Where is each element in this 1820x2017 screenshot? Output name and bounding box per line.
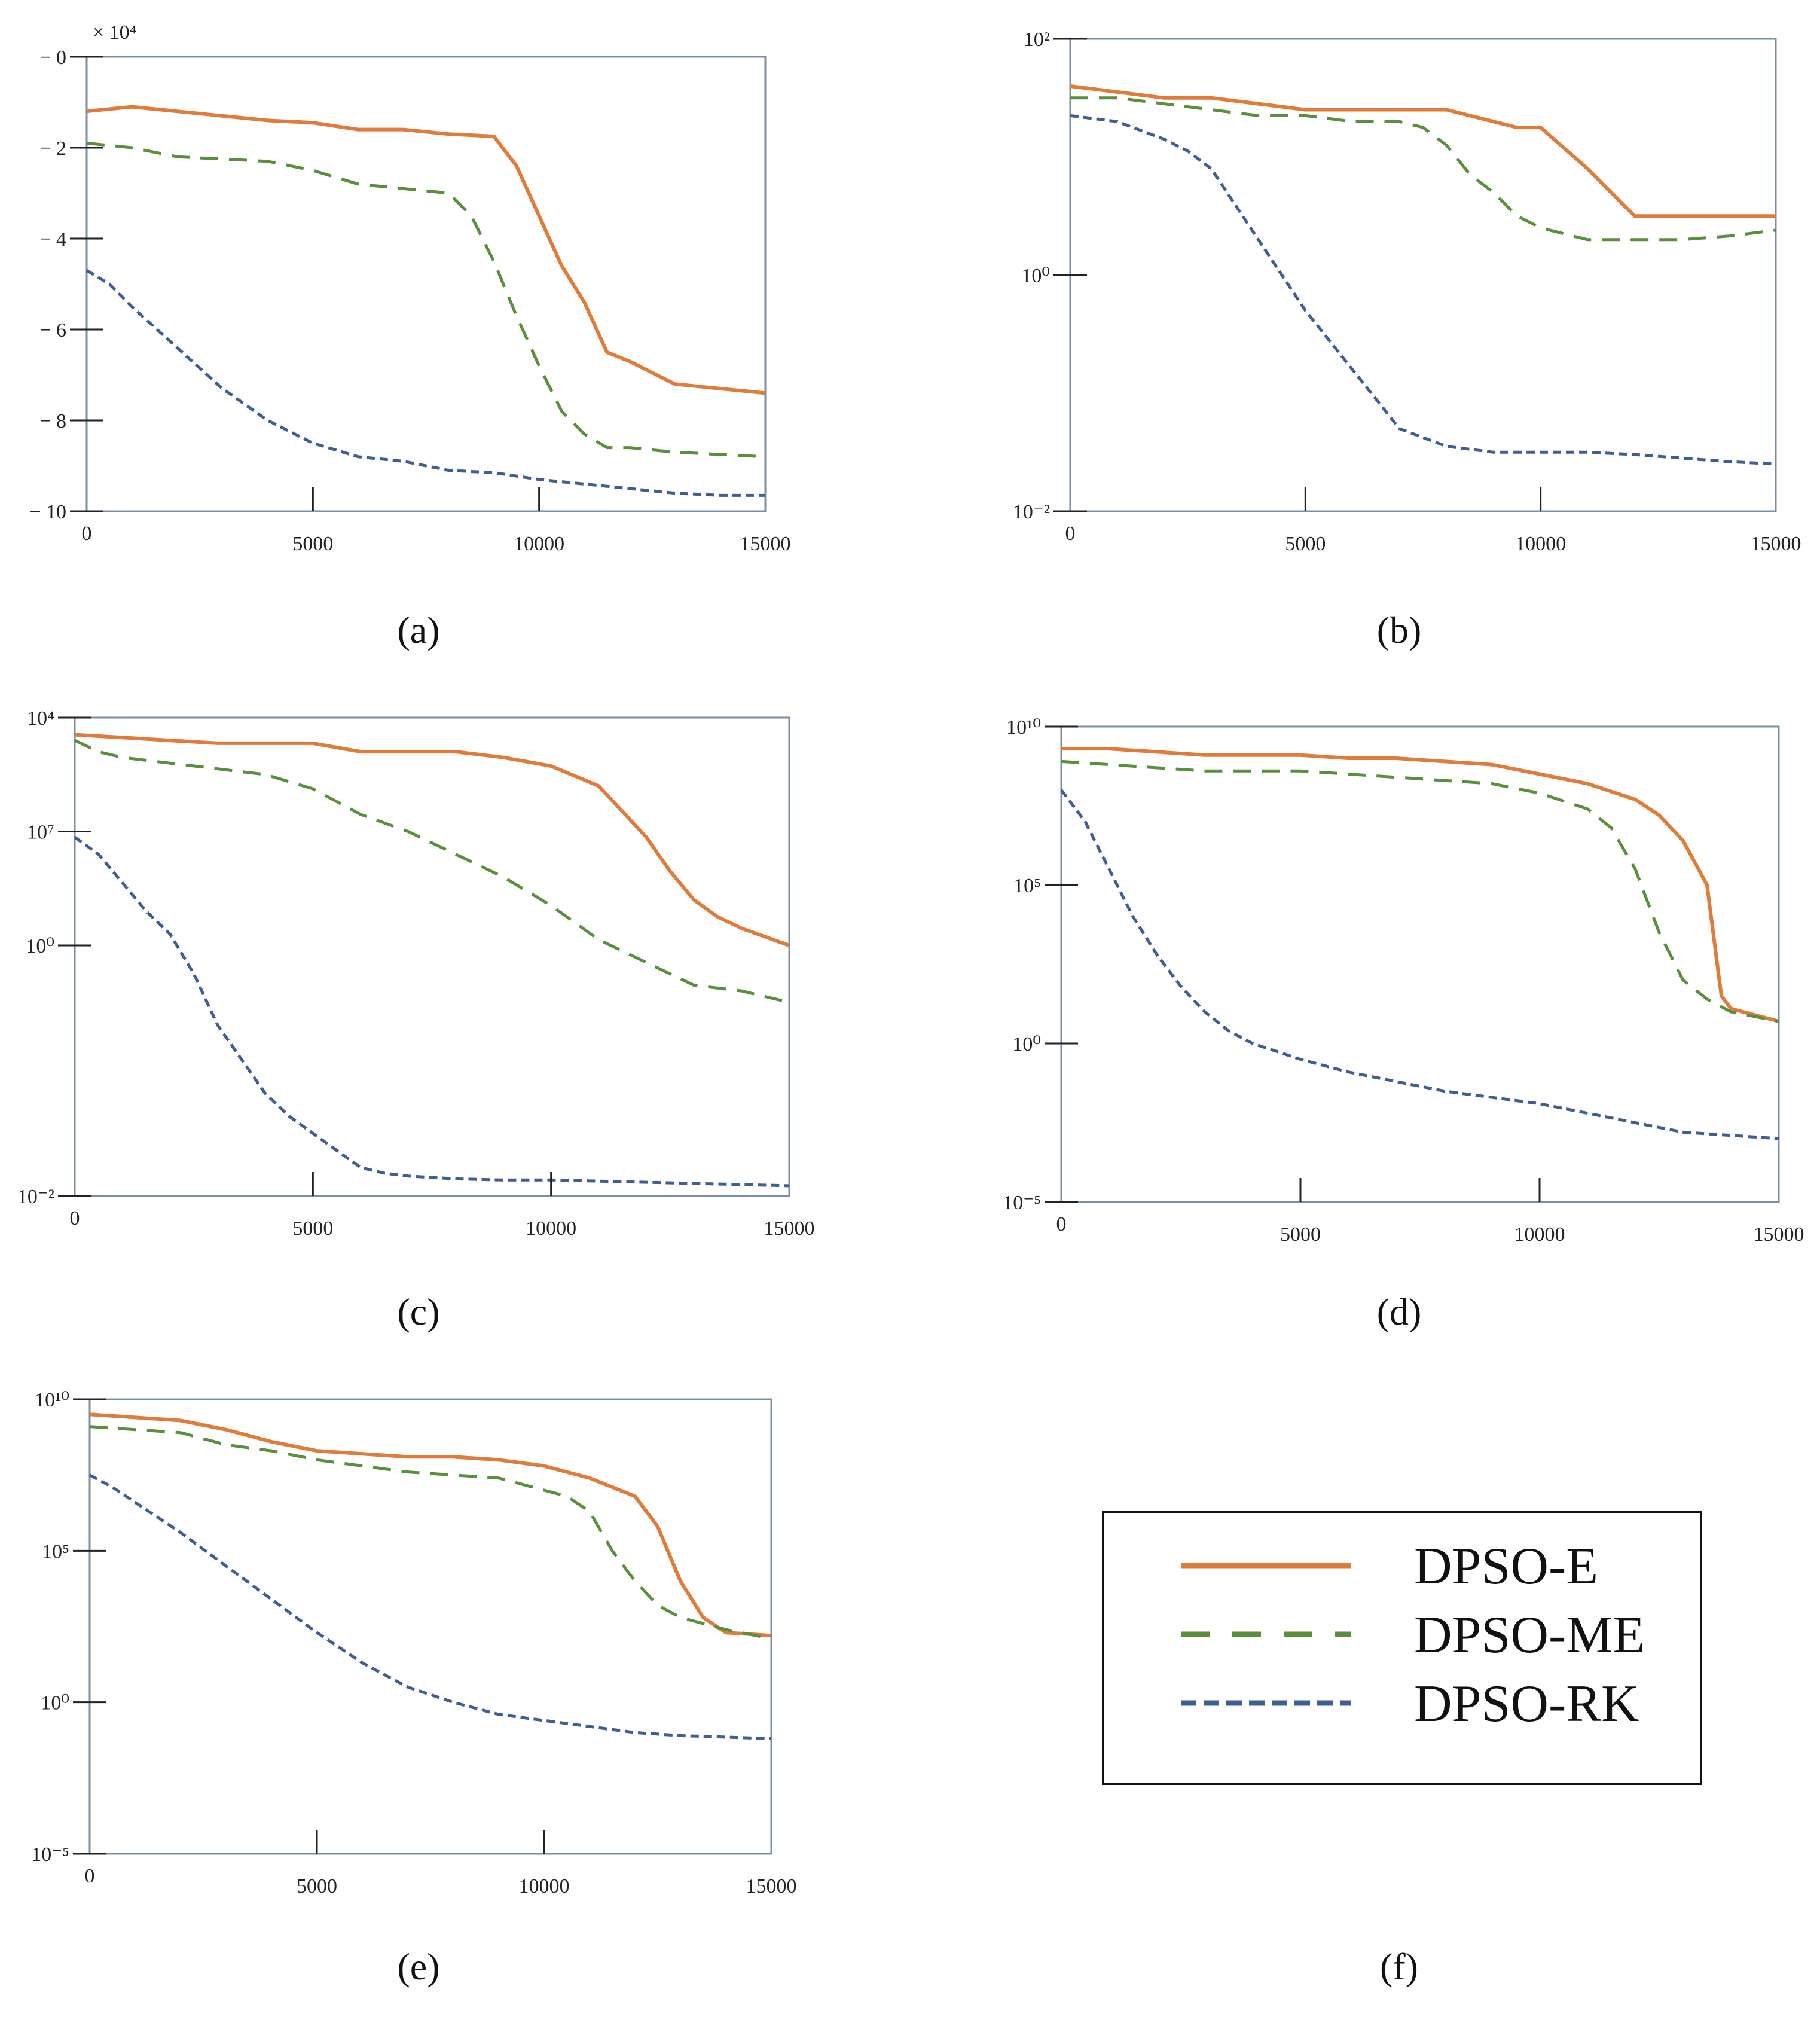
x-tick-label: 15000 [764,1217,815,1240]
y-tick-label: 10⁰ [1021,265,1050,287]
y-tick-label: 10⁻² [1013,501,1050,523]
series-line-dpso-e [1070,84,1776,218]
x-tick-label: 10000 [1515,533,1566,555]
y-tick-label: − 8 [39,410,66,432]
x-tick-label: 0 [85,1865,95,1887]
legend: DPSO-E DPSO-ME DPSO-RK [1102,1511,1702,1785]
y-tick-label: 10⁰ [26,935,54,957]
x-tick-label: 10000 [514,533,564,555]
y-tick-label: 10⁰ [41,1692,69,1714]
panel-caption-b: (b) [1377,609,1422,651]
y-tick-label: 10¹⁰ [35,1389,69,1411]
panel-caption-e: (e) [397,1945,439,1988]
panel-caption-d: (d) [1377,1290,1422,1333]
plot-frame [74,716,790,1197]
plot-frame [1060,725,1780,1203]
series-line-dpso-me [89,1425,772,1640]
x-tick-label: 15000 [1751,533,1801,555]
x-tick-label: 15000 [1754,1223,1804,1246]
series-line-dpso-e [86,105,766,395]
series-line-dpso-me [1070,96,1776,242]
panel-caption-c: (c) [397,1290,439,1333]
series-line-dpso-rk [88,1473,772,1740]
legend-label-dpso-me: DPSO-ME [1414,1606,1645,1664]
panel-caption-f: (f) [1380,1945,1418,1988]
x-tick-label: 10000 [519,1875,570,1897]
y-tick-label: − 6 [39,319,66,341]
series-line-dpso-rk [85,269,765,497]
chart-a: 0 5000 10000 15000 − 0 − 2 − 4 − 6 − 8 − 10 × 10⁴ (… [29,22,790,651]
series-line-dpso-e [74,733,790,947]
series-line-dpso-e [89,1412,772,1638]
x-tick-label: 0 [1065,523,1076,545]
y-tick-label: 10⁵ [1013,875,1041,897]
series-line-dpso-e [1061,747,1779,1023]
y-tick-label: − 10 [29,501,66,523]
series-line-dpso-me [1061,759,1779,1023]
x-tick-label: 0 [82,523,92,545]
series-line-dpso-me [86,141,766,459]
plot-frame [88,1398,772,1855]
y-tick-label: 10¹⁰ [1006,716,1041,739]
panel-caption-a: (a) [397,609,439,651]
x-tick-label: 10000 [1514,1223,1565,1246]
x-tick-label: 0 [1056,1213,1067,1235]
y-tick-label: − 0 [39,47,66,69]
y-tick-label: 10⁰ [1012,1033,1041,1055]
chart-b: 0 5000 10000 15000 10² 10⁰ 10⁻² (b) [1013,29,1801,651]
x-tick-label: 0 [70,1207,80,1229]
x-tick-label: 5000 [1280,1223,1321,1246]
series-line-dpso-rk [74,835,790,1188]
x-tick-label: 5000 [292,533,333,555]
y-tick-label: − 2 [39,138,66,160]
series-line-dpso-rk [1060,789,1779,1140]
legend-box [1102,1511,1702,1785]
legend-label-dpso-rk: DPSO-RK [1414,1675,1639,1733]
y-tick-label: 10⁵ [42,1540,69,1563]
y-tick-label: 10⁻⁵ [31,1844,69,1866]
y-tick-label: 10⁷ [27,821,54,843]
x-tick-label: 10000 [526,1217,576,1240]
y-tick-label: 10⁻² [17,1186,54,1208]
y-tick-label: 10² [1024,29,1050,51]
x-tick-label: 15000 [746,1875,797,1897]
x-tick-label: 5000 [292,1217,333,1240]
series-line-dpso-rk [1070,114,1776,466]
x-tick-label: 5000 [297,1875,337,1897]
axis-multiplier-label: × 10⁴ [93,22,137,44]
y-tick-label: 10⁻⁵ [1003,1192,1041,1214]
chart-d: 0 5000 10000 15000 10¹⁰ 10⁵ 10⁰ 10⁻⁵ (d) [1003,716,1804,1333]
y-tick-label: − 4 [39,228,66,251]
legend-label-dpso-e: DPSO-E [1414,1537,1598,1595]
y-tick-label: 10⁴ [27,707,54,730]
chart-c: 0 5000 10000 15000 10⁴ 10⁷ 10⁰ 10⁻² (c) [17,707,815,1333]
x-tick-label: 5000 [1285,533,1326,555]
plot-frame [85,56,767,512]
series-line-dpso-me [74,739,790,1004]
chart-e: 0 5000 10000 15000 10¹⁰ 10⁵ 10⁰ 10⁻⁵ (e) [31,1389,796,1988]
x-tick-label: 15000 [740,533,791,555]
